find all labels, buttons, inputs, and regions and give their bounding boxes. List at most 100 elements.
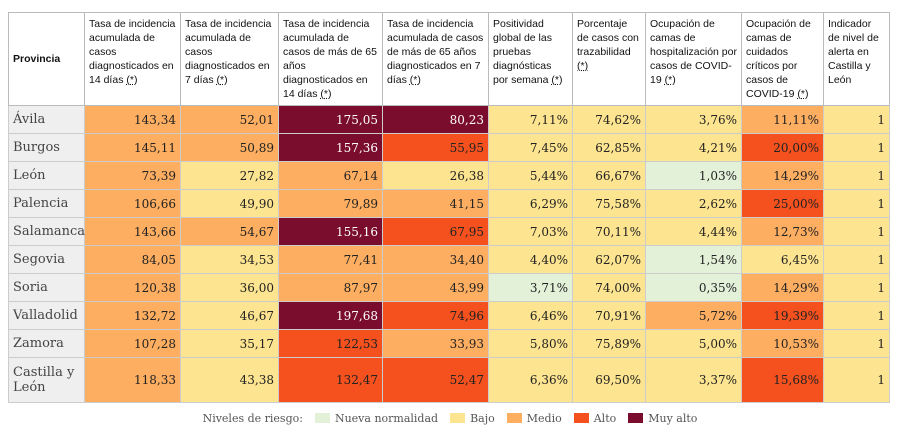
indicator-cell: 4,21% (645, 133, 742, 162)
indicator-cell: 1,03% (645, 161, 742, 190)
indicator-cell: 69,50% (572, 357, 646, 403)
indicator-cell: 132,72 (84, 301, 181, 330)
header-note-link[interactable]: (*) (126, 74, 138, 86)
indicator-cell: 75,58% (572, 189, 646, 218)
indicator-cell: 0,35% (645, 273, 742, 302)
indicator-cell: 5,80% (488, 329, 573, 358)
header-text: Indicador de nivel de alerta en Castilla… (828, 18, 879, 86)
indicator-cell: 1 (823, 357, 890, 403)
indicator-cell: 77,41 (278, 245, 383, 274)
column-header: Indicador de nivel de alerta en Castilla… (823, 12, 890, 106)
indicator-cell: 107,28 (84, 329, 181, 358)
column-header: Tasa de incidencia acumulada de casos de… (382, 12, 489, 106)
indicator-cell: 43,99 (382, 273, 489, 302)
province-name: Soria (8, 273, 85, 302)
indicator-cell: 54,67 (180, 217, 279, 246)
indicator-cell: 3,71% (488, 273, 573, 302)
province-row: León 73,39 27,82 67,14 26,38 5,44% 66,67% 1,03%… (8, 161, 890, 190)
indicator-cell: 175,05 (278, 105, 383, 134)
header-text: Tasa de incidencia acumulada de casos de… (387, 18, 484, 86)
legend-label: Muy alto (648, 412, 698, 425)
indicator-cell: 6,46% (488, 301, 573, 330)
indicator-cell: 7,03% (488, 217, 573, 246)
header-note-link[interactable]: (*) (797, 88, 809, 100)
indicator-cell: 10,53% (741, 329, 824, 358)
indicator-cell: 84,05 (84, 245, 181, 274)
header-note-link[interactable]: (*) (320, 88, 332, 100)
indicator-cell: 1 (823, 273, 890, 302)
province-row: Salamanca 143,66 54,67 155,16 67,95 7,03% 70,1… (8, 217, 890, 246)
indicator-cell: 1 (823, 329, 890, 358)
indicator-cell: 1,54% (645, 245, 742, 274)
indicator-cell: 14,29% (741, 161, 824, 190)
indicator-cell: 1 (823, 189, 890, 218)
indicator-cell: 52,47 (382, 357, 489, 403)
header-note-link[interactable]: (*) (551, 74, 563, 86)
province-name: Palencia (8, 189, 85, 218)
header-note-link[interactable]: (*) (409, 74, 421, 86)
indicator-cell: 1 (823, 133, 890, 162)
indicator-cell: 67,14 (278, 161, 383, 190)
province-row: Ávila 143,34 52,01 175,05 80,23 7,11% 74,62% 3,… (8, 105, 890, 134)
province-row: Burgos 145,11 50,89 157,36 55,95 7,45% 62,85% 4… (8, 133, 890, 162)
province-row: Zamora 107,28 35,17 122,53 33,93 5,80% 75,89% 5… (8, 329, 890, 358)
header-text: Porcentaje de casos con trazabilidad (577, 18, 639, 58)
header-row: Provincia Tasa de incidencia acumulada de… (8, 12, 890, 106)
header-text: Positividad global de las pruebas diagnó… (493, 18, 552, 86)
legend-swatch (314, 413, 330, 423)
province-name: León (8, 161, 85, 190)
indicator-cell: 33,93 (382, 329, 489, 358)
indicator-cell: 157,36 (278, 133, 383, 162)
indicator-cell: 74,62% (572, 105, 646, 134)
indicator-cell: 1 (823, 301, 890, 330)
legend-swatch (506, 413, 522, 423)
indicator-cell: 25,00% (741, 189, 824, 218)
province-row: Palencia 106,66 49,90 79,89 41,15 6,29% 75,58%… (8, 189, 890, 218)
header-text: Ocupación de camas de hospitalización po… (650, 18, 737, 86)
table-body: Ávila 143,34 52,01 175,05 80,23 7,11% 74,62% 3,… (8, 105, 890, 403)
legend-label: Bajo (470, 412, 495, 425)
column-header: Tasa de incidencia acumulada de casos di… (84, 12, 181, 106)
header-note-link[interactable]: (*) (216, 74, 228, 86)
province-name: Salamanca (8, 217, 85, 246)
header-text: Tasa de incidencia acumulada de casos de… (283, 18, 377, 100)
province-name: Ávila (8, 105, 85, 134)
indicator-cell: 34,53 (180, 245, 279, 274)
indicator-cell: 132,47 (278, 357, 383, 403)
indicator-cell: 12,73% (741, 217, 824, 246)
indicator-cell: 7,11% (488, 105, 573, 134)
indicator-cell: 80,23 (382, 105, 489, 134)
indicator-cell: 5,00% (645, 329, 742, 358)
indicator-cell: 55,95 (382, 133, 489, 162)
legend-label: Medio (526, 412, 562, 425)
province-name: Valladolid (8, 301, 85, 330)
province-name: Segovia (8, 245, 85, 274)
indicator-cell: 46,67 (180, 301, 279, 330)
indicator-cell: 1 (823, 105, 890, 134)
indicator-cell: 3,37% (645, 357, 742, 403)
indicator-cell: 62,07% (572, 245, 646, 274)
column-header: Ocupación de camas de cuidados críticos … (741, 12, 824, 106)
indicator-cell: 49,90 (180, 189, 279, 218)
table-wrap: Provincia Tasa de incidencia acumulada de… (8, 12, 890, 403)
header-note-link[interactable]: (*) (664, 74, 676, 86)
province-row: Soria 120,38 36,00 87,97 43,99 3,71% 74,00% 0,3… (8, 273, 890, 302)
legend-title: Niveles de riesgo: (202, 412, 303, 425)
indicator-cell: 75,89% (572, 329, 646, 358)
indicator-cell: 106,66 (84, 189, 181, 218)
legend: Niveles de riesgo: Nueva normalidad Bajo Me… (0, 412, 900, 425)
indicator-cell: 70,91% (572, 301, 646, 330)
indicator-cell: 87,97 (278, 273, 383, 302)
indicator-cell: 197,68 (278, 301, 383, 330)
indicator-cell: 35,17 (180, 329, 279, 358)
legend-swatch (573, 413, 589, 423)
column-header: Tasa de incidencia acumulada de casos di… (180, 12, 279, 106)
indicator-cell: 1 (823, 245, 890, 274)
header-note-link[interactable]: (*) (577, 60, 589, 72)
column-header: Porcentaje de casos con trazabilidad (*) (572, 12, 646, 106)
indicator-cell: 7,45% (488, 133, 573, 162)
indicator-cell: 66,67% (572, 161, 646, 190)
province-name: Castilla y León (8, 357, 85, 403)
header-text: Ocupación de camas de cuidados críticos … (746, 18, 811, 100)
